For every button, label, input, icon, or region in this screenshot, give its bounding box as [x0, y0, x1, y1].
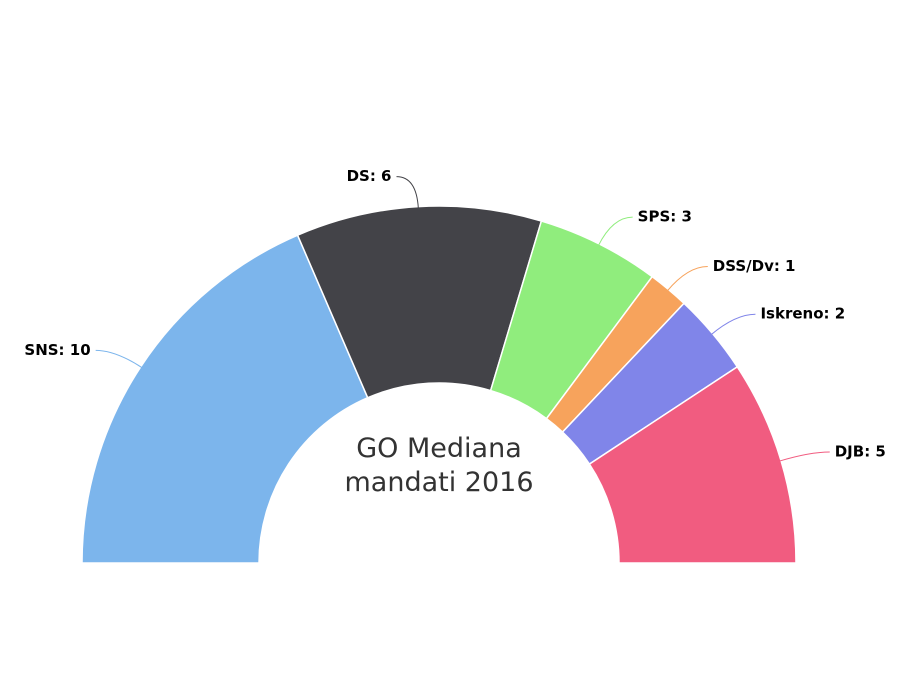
slice	[588, 365, 797, 564]
data-label: Iskreno: 2	[760, 305, 845, 323]
data-label: DS: 6	[347, 167, 392, 185]
connector	[597, 216, 633, 246]
connector	[396, 176, 419, 209]
chart-title: GO Mediana mandati 2016	[344, 433, 534, 498]
connector	[666, 266, 708, 292]
connector	[95, 349, 143, 369]
slice	[81, 234, 369, 564]
connector	[710, 313, 756, 336]
data-label: DSS/Dv: 1	[713, 257, 796, 275]
connector	[778, 451, 830, 462]
data-label: DJB: 5	[835, 443, 886, 461]
data-label: SPS: 3	[638, 208, 692, 226]
data-label: SNS: 10	[24, 341, 90, 359]
